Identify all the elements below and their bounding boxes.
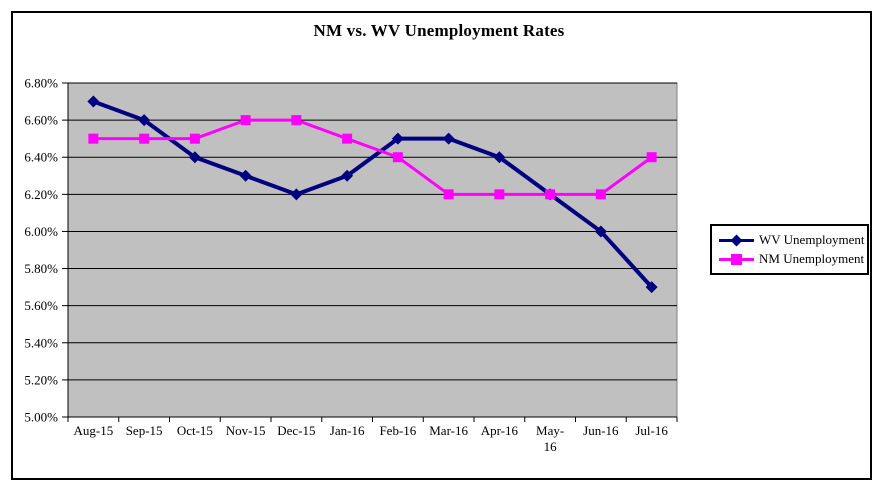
x-axis-label: Oct-15 (177, 423, 213, 438)
nm-series-swatch-icon (719, 253, 754, 265)
y-axis-label: 5.80% (24, 261, 58, 276)
y-axis-label: 6.40% (24, 150, 58, 165)
y-axis-label: 6.60% (24, 113, 58, 128)
data-point-square (291, 115, 302, 126)
y-axis-label: 6.80% (24, 76, 58, 91)
data-point-diamond (442, 132, 455, 145)
wv-series-swatch-icon (719, 234, 754, 246)
y-axis-label: 5.60% (24, 298, 58, 313)
y-axis-label: 6.00% (24, 224, 58, 239)
data-point-square (88, 133, 99, 144)
data-point-diamond (290, 188, 303, 201)
x-axis-label: Jun-16 (583, 423, 619, 438)
y-axis-label: 6.20% (24, 187, 58, 202)
data-point-square (342, 133, 353, 144)
series-line-nm (91, 118, 654, 196)
x-axis-label: Sep-15 (126, 423, 163, 438)
diamond-marker-icon (730, 234, 743, 246)
x-axis-label: Jul-16 (635, 423, 668, 438)
data-point-diamond (138, 114, 151, 127)
x-axis-label: Feb-16 (379, 423, 416, 438)
data-point-square (189, 133, 200, 144)
legend: WV Unemployment NM Unemployment (710, 224, 869, 275)
x-axis-label: Aug-15 (74, 423, 114, 438)
legend-label-wv: WV Unemployment (759, 232, 865, 247)
legend-label-nm: NM Unemployment (759, 251, 865, 266)
data-point-diamond (87, 95, 100, 108)
x-axis-label: Mar-16 (429, 423, 468, 438)
data-point-diamond (341, 169, 354, 182)
data-point-square (443, 189, 454, 200)
data-point-square (139, 133, 150, 144)
chart-title: NM vs. WV Unemployment Rates (313, 21, 565, 40)
x-axis-label: Dec-15 (277, 423, 315, 438)
square-marker-icon (731, 253, 742, 265)
x-axis-label: 16 (544, 439, 558, 454)
data-point-diamond (188, 151, 201, 164)
data-point-diamond (239, 169, 252, 182)
legend-item-nm: NM Unemployment (718, 250, 865, 268)
series-line-wv (91, 99, 654, 290)
x-axis-label: Jan-16 (330, 423, 365, 438)
x-axis-label: Apr-16 (481, 423, 519, 438)
data-point-square (240, 115, 251, 126)
y-axis-label: 5.00% (24, 410, 58, 425)
legend-item-wv: WV Unemployment (718, 231, 865, 249)
x-axis-label: May- (536, 423, 564, 438)
data-point-square (646, 152, 657, 163)
data-point-square (392, 152, 403, 163)
data-point-square (545, 189, 556, 200)
data-point-diamond (594, 225, 607, 238)
data-point-diamond (391, 132, 404, 145)
data-point-diamond (493, 151, 506, 164)
data-point-square (595, 189, 606, 200)
x-axis-label: Nov-15 (226, 423, 266, 438)
data-point-diamond (645, 281, 658, 294)
data-point-square (494, 189, 505, 200)
y-axis-label: 5.20% (24, 372, 58, 387)
y-axis-label: 5.40% (24, 335, 58, 350)
